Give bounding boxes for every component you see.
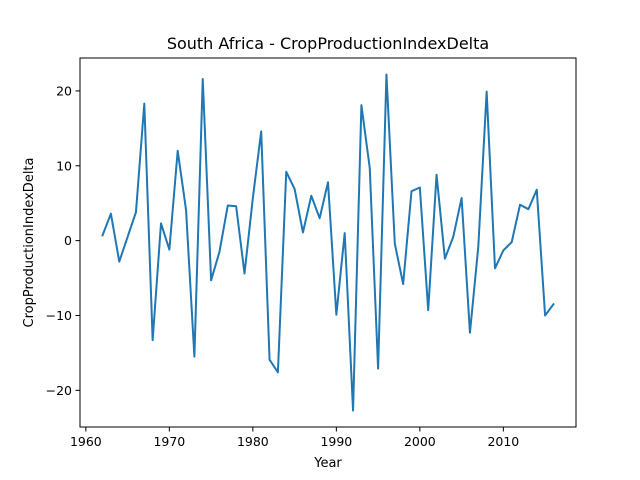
x-axis: 1960 1970 1980 1990 2000 2010 <box>70 427 519 449</box>
y-tick-label: −10 <box>46 308 72 323</box>
plot-frame <box>79 57 577 428</box>
x-tick-label: 1970 <box>153 434 185 449</box>
y-axis: −20 −10 0 10 20 <box>46 83 80 398</box>
x-tick-label: 1980 <box>237 434 269 449</box>
x-tick-label: 2010 <box>487 434 519 449</box>
x-tick-label: 1990 <box>320 434 352 449</box>
y-tick-label: 20 <box>56 83 72 98</box>
chart-title: South Africa - CropProductionIndexDelta <box>167 34 489 53</box>
y-tick-label: 10 <box>56 158 72 173</box>
y-tick-label: −20 <box>46 383 72 398</box>
x-tick-label: 1960 <box>70 434 102 449</box>
y-tick-label: 0 <box>64 233 72 248</box>
series-line-1 <box>101 73 555 412</box>
plot-content <box>101 73 555 412</box>
x-axis-label: Year <box>313 456 342 471</box>
x-tick-label: 2000 <box>404 434 436 449</box>
y-axis-label: CropProductionIndexDelta <box>22 158 37 328</box>
